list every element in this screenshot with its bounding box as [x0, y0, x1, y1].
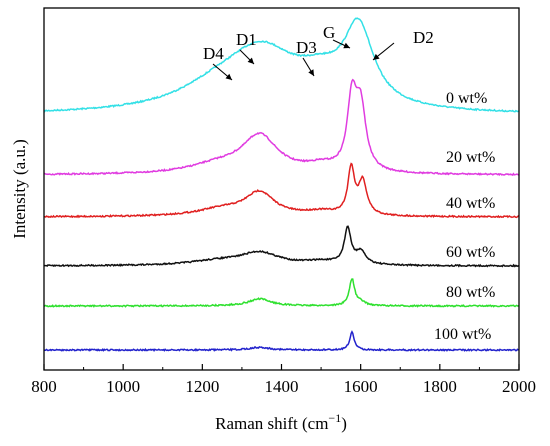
x-tick-label: 1800	[423, 377, 457, 396]
series-label: 100 wt%	[434, 326, 491, 343]
x-tick-label: 1600	[344, 377, 378, 396]
peak-arrowhead	[225, 73, 232, 80]
series-line-20wtpct	[43, 78, 520, 177]
series-line-0wtpct	[43, 17, 520, 113]
peak-arrowhead	[343, 42, 350, 49]
ticks-layer: 800 1000 1200 1400 1600 1800 2000	[31, 364, 536, 396]
series-layer	[43, 17, 520, 353]
peak-label-d2: D2	[413, 28, 434, 47]
y-axis-title: Intensity (a.u.)	[10, 139, 29, 239]
series-label: 80 wt%	[446, 284, 495, 301]
series-label: 60 wt%	[446, 244, 495, 261]
x-tick-label: 1000	[106, 377, 140, 396]
labels-layer: 0 wt% 20 wt% 40 wt% 60 wt% 80 wt% 100 wt%	[434, 90, 495, 343]
peak-arrowhead	[247, 57, 254, 64]
series-label: 20 wt%	[446, 149, 495, 166]
peak-annotations: D4 D1 D3 G D2	[203, 23, 434, 81]
peak-arrowhead	[308, 69, 314, 76]
peak-arrowhead	[373, 53, 380, 60]
series-line-40wtpct	[43, 162, 520, 219]
x-tick-label: 2000	[502, 377, 536, 396]
peak-label-g: G	[323, 23, 335, 42]
peak-label-d3: D3	[296, 38, 317, 57]
x-axis-title: Raman shift (cm−1)	[215, 411, 347, 433]
series-line-80wtpct	[43, 278, 520, 308]
x-tick-label: 800	[31, 377, 57, 396]
peak-label-d1: D1	[236, 30, 257, 49]
series-label: 40 wt%	[446, 195, 495, 212]
x-tick-label: 1400	[265, 377, 299, 396]
series-line-100wtpct	[43, 330, 520, 353]
plot-frame	[43, 7, 520, 371]
peak-label-d4: D4	[203, 44, 224, 63]
x-tick-label: 1200	[185, 377, 219, 396]
series-label: 0 wt%	[446, 90, 487, 107]
series-line-60wtpct	[43, 225, 520, 268]
